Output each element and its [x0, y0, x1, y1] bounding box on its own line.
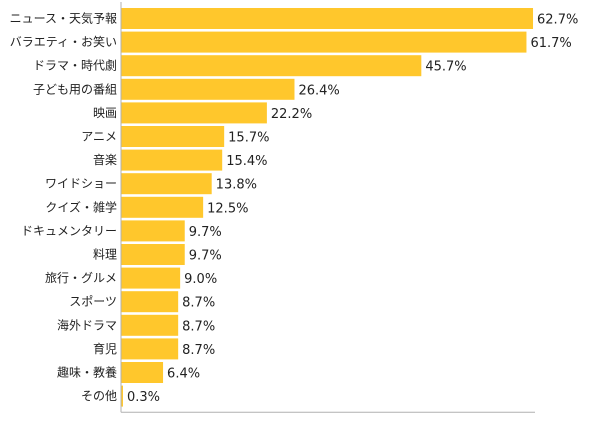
- value-label-7: 15.4%: [226, 154, 267, 169]
- bar-6: [121, 126, 225, 147]
- bar-16: [121, 362, 164, 383]
- category-label-16: 趣味・教養: [57, 365, 117, 380]
- category-label-4: 子ども用の番組: [33, 82, 117, 96]
- bar-17: [121, 385, 123, 407]
- category-label-3: ドラマ・時代劇: [33, 59, 117, 73]
- value-label-12: 9.0%: [184, 272, 217, 287]
- category-labels-group: ニュース・天気予報バラエティ・お笑いドラマ・時代劇子ども用の番組映画アニメ音楽ワ…: [10, 11, 117, 404]
- bar-7: [121, 149, 223, 171]
- category-label-1: ニュース・天気予報: [10, 11, 117, 26]
- category-label-5: 映画: [93, 106, 117, 120]
- value-label-10: 9.7%: [189, 225, 222, 240]
- bar-9: [121, 196, 204, 218]
- bar-8: [121, 173, 212, 195]
- value-labels-group: 62.7% 61.7% 45.7% 26.4% 22.2%15.7% 15.4% 13.8%…: [127, 13, 578, 406]
- category-label-2: バラエティ・お笑い: [10, 34, 117, 49]
- value-label-4: 26.4%: [298, 83, 339, 98]
- category-label-9: クイズ・雑学: [45, 199, 117, 214]
- bar-11: [121, 244, 185, 265]
- value-label-6: 15.7%: [228, 131, 269, 146]
- bar-13: [121, 291, 179, 313]
- bar-5: [121, 102, 267, 124]
- bar-15: [121, 338, 179, 360]
- value-label-5: 22.2%: [271, 107, 312, 122]
- value-label-8: 13.8%: [216, 178, 257, 193]
- value-label-1: 62.7%: [537, 13, 578, 28]
- category-label-15: 育児: [93, 341, 117, 356]
- category-label-13: スポーツ: [69, 295, 117, 309]
- bars-group: [121, 8, 534, 407]
- category-label-7: 音楽: [93, 152, 117, 167]
- category-label-8: ワイドショー: [45, 177, 117, 191]
- category-label-17: その他: [81, 389, 117, 403]
- value-label-9: 12.5%: [207, 201, 248, 216]
- value-label-2: 61.7%: [530, 36, 571, 51]
- value-label-13: 8.7%: [182, 296, 215, 311]
- value-label-11: 9.7%: [189, 249, 222, 264]
- bar-12: [121, 267, 181, 289]
- category-label-6: アニメ: [81, 130, 117, 144]
- value-label-16: 6.4%: [167, 367, 200, 382]
- value-label-15: 8.7%: [182, 343, 215, 358]
- bar-3: [121, 55, 422, 77]
- bar-4: [121, 78, 295, 100]
- bar-1: [121, 8, 534, 29]
- category-label-11: 料理: [93, 248, 117, 262]
- value-label-17: 0.3%: [127, 390, 160, 405]
- category-label-10: ドキュメンタリー: [21, 224, 117, 238]
- category-label-12: 旅行・グルメ: [45, 271, 117, 285]
- bar-14: [121, 314, 179, 336]
- category-label-14: 海外ドラマ: [57, 317, 117, 332]
- value-label-14: 8.7%: [182, 319, 215, 334]
- value-label-3: 45.7%: [425, 60, 466, 75]
- bar-2: [121, 31, 527, 53]
- bar-10: [121, 220, 185, 242]
